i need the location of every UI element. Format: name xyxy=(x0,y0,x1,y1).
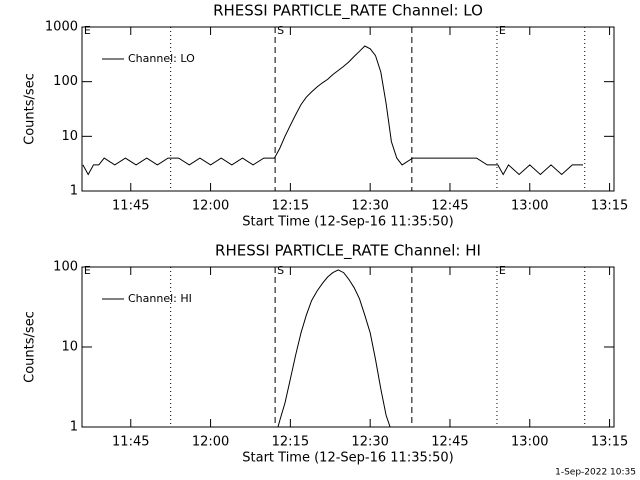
flag-label: E xyxy=(84,24,91,37)
x-tick-label: 11:45 xyxy=(112,199,149,214)
plot-frame xyxy=(81,266,615,428)
timestamp: 1-Sep-2022 10:35 xyxy=(555,468,636,478)
x-axis-label: Start Time (12-Sep-16 11:35:50) xyxy=(242,451,453,466)
x-tick-label: 11:45 xyxy=(112,435,149,450)
x-tick-label: 13:00 xyxy=(511,435,548,450)
y-tick-label: 100 xyxy=(53,74,78,89)
x-tick-label: 13:15 xyxy=(591,199,628,214)
x-tick-label: 12:30 xyxy=(351,435,388,450)
flag-label: E xyxy=(499,24,506,37)
flag-label: E xyxy=(499,264,506,277)
legend-label: Channel: HI xyxy=(128,292,192,305)
y-axis-label: Counts/sec xyxy=(23,311,38,383)
x-axis-label: Start Time (12-Sep-16 11:35:50) xyxy=(242,215,453,230)
y-tick-label: 10 xyxy=(61,340,78,355)
x-tick-label: 12:15 xyxy=(272,435,309,450)
x-tick-label: 13:15 xyxy=(591,435,628,450)
x-tick-label: 12:15 xyxy=(272,199,309,214)
x-tick-label: 12:45 xyxy=(431,435,468,450)
data-line xyxy=(277,269,391,427)
y-tick-label: 1 xyxy=(70,184,78,199)
y-tick-label: 10 xyxy=(61,129,78,144)
legend-label: Channel: LO xyxy=(128,52,195,65)
y-tick-label: 100 xyxy=(53,260,78,275)
flag-label: S xyxy=(277,24,284,37)
plot-frame xyxy=(81,26,615,192)
data-line xyxy=(82,45,583,176)
x-tick-label: 12:00 xyxy=(192,199,229,214)
y-tick-label: 1000 xyxy=(45,20,78,35)
x-tick-label: 13:00 xyxy=(511,199,548,214)
x-tick-label: 12:45 xyxy=(431,199,468,214)
y-axis-label: Counts/sec xyxy=(23,73,38,145)
flag-label: E xyxy=(84,264,91,277)
chart-title: RHESSI PARTICLE_RATE Channel: HI xyxy=(215,242,481,261)
chart-title: RHESSI PARTICLE_RATE Channel: LO xyxy=(213,2,483,21)
flag-label: S xyxy=(277,264,284,277)
x-tick-label: 12:00 xyxy=(192,435,229,450)
x-tick-label: 12:30 xyxy=(351,199,388,214)
y-tick-label: 1 xyxy=(70,420,78,435)
